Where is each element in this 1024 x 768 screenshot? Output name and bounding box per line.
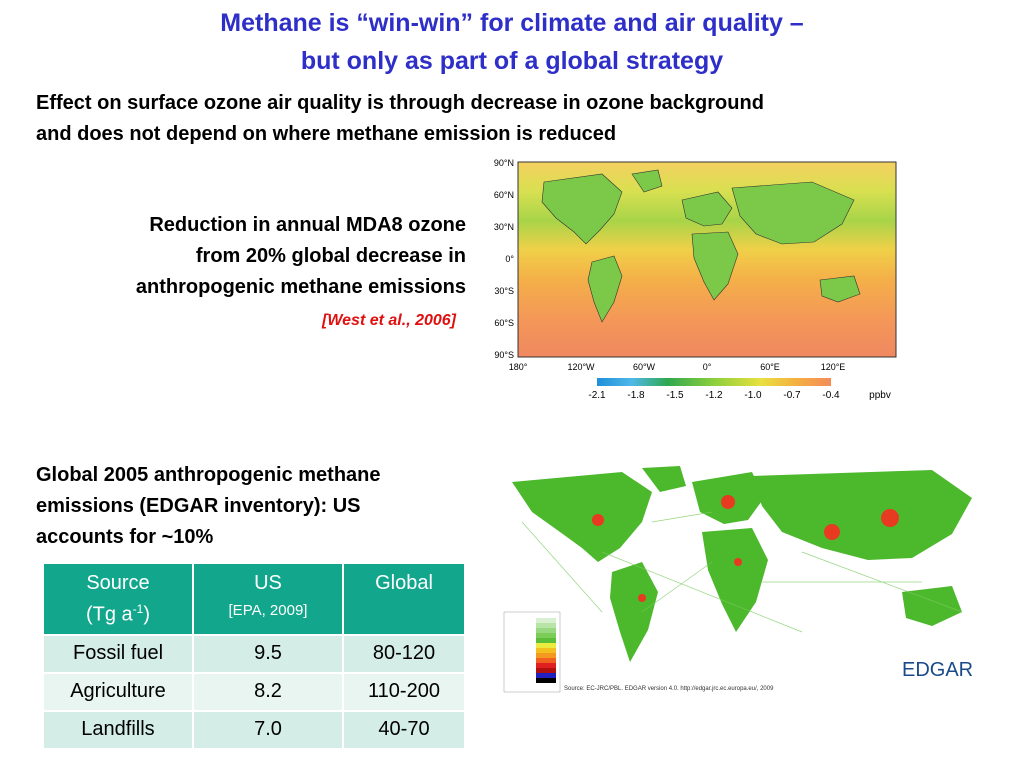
lat-label: 0° xyxy=(505,254,514,264)
lon-label: 120°E xyxy=(821,362,846,372)
lat-label: 90°S xyxy=(494,350,514,360)
lon-label: 0° xyxy=(703,362,712,372)
emissions-line-1: Global 2005 anthropogenic methane xyxy=(36,464,381,486)
header-source: Source (Tg a-1) xyxy=(42,562,194,636)
edgar-continents xyxy=(512,466,972,662)
edgar-shipping-lanes xyxy=(521,511,963,633)
slide-title: Methane is “win-win” for climate and air… xyxy=(0,4,1024,80)
subtitle-line-1: Effect on surface ozone air quality is t… xyxy=(36,92,764,114)
cell-source: Fossil fuel xyxy=(42,633,194,674)
lon-label: 60°E xyxy=(760,362,780,372)
table-row: Landfills 7.0 40-70 xyxy=(42,709,466,750)
cell-us: 8.2 xyxy=(192,671,344,712)
colorbar-tick: -0.7 xyxy=(783,390,801,401)
colorbar-tick: -1.5 xyxy=(666,390,684,401)
title-line-2: but only as part of a global strategy xyxy=(300,47,724,75)
emissions-line-2: emissions (EDGAR inventory): US xyxy=(36,495,361,517)
lat-label: 60°N xyxy=(494,190,514,200)
table-row: Fossil fuel 9.5 80-120 xyxy=(42,633,466,674)
lat-label: 90°N xyxy=(494,158,514,168)
header-us: US [EPA, 2009] xyxy=(192,562,344,636)
edgar-logo: EDGAR xyxy=(902,659,973,681)
cell-us: 7.0 xyxy=(192,709,344,750)
edgar-emissions-map: Source: EC-JRC/PBL. EDGAR version 4.0. h… xyxy=(502,462,1002,694)
caption-line-3: anthropogenic methane emissions xyxy=(135,276,466,298)
table-header-row: Source (Tg a-1) US [EPA, 2009] Global xyxy=(42,562,466,636)
colorbar-tick: -2.1 xyxy=(588,390,606,401)
ozone-map-continents xyxy=(541,169,861,323)
colorbar-tick: -1.2 xyxy=(705,390,723,401)
table-row: Agriculture 8.2 110-200 xyxy=(42,671,466,712)
edgar-source-note: Source: EC-JRC/PBL. EDGAR version 4.0. h… xyxy=(564,686,774,692)
lat-label: 60°S xyxy=(494,318,514,328)
ozone-reduction-map: 90°N 60°N 30°N 0° 30°S 60°S 90°S 180° 12… xyxy=(482,152,902,407)
emissions-table: Source (Tg a-1) US [EPA, 2009] Global Fo… xyxy=(42,562,466,750)
ozone-caption: Reduction in annual MDA8 ozone from 20% … xyxy=(20,210,466,303)
colorbar-unit: ppbv xyxy=(869,390,891,401)
lon-label: 180° xyxy=(509,362,528,372)
citation: [West et al., 2006] xyxy=(322,312,456,329)
cell-global: 80-120 xyxy=(342,633,466,674)
cell-us: 9.5 xyxy=(192,633,344,674)
emissions-description: Global 2005 anthropogenic methane emissi… xyxy=(36,460,486,553)
colorbar xyxy=(597,378,831,386)
header-global: Global xyxy=(342,562,466,636)
emissions-line-3: accounts for ~10% xyxy=(36,526,214,548)
caption-line-2: from 20% global decrease in xyxy=(195,245,466,267)
lat-label: 30°S xyxy=(494,286,514,296)
cell-global: 110-200 xyxy=(342,671,466,712)
lon-label: 60°W xyxy=(633,362,656,372)
caption-line-1: Reduction in annual MDA8 ozone xyxy=(149,214,466,236)
title-line-1: Methane is “win-win” for climate and air… xyxy=(220,9,804,37)
colorbar-tick: -1.0 xyxy=(744,390,762,401)
lon-label: 120°W xyxy=(567,362,595,372)
edgar-hotspots xyxy=(592,495,899,602)
colorbar-tick: -1.8 xyxy=(627,390,645,401)
lat-label: 30°N xyxy=(494,222,514,232)
cell-source: Landfills xyxy=(42,709,194,750)
cell-global: 40-70 xyxy=(342,709,466,750)
cell-source: Agriculture xyxy=(42,671,194,712)
ozone-map-svg: 90°N 60°N 30°N 0° 30°S 60°S 90°S 180° 12… xyxy=(494,158,897,401)
edgar-map-svg: Source: EC-JRC/PBL. EDGAR version 4.0. h… xyxy=(503,466,973,693)
edgar-legend xyxy=(503,611,561,693)
slide-subtitle: Effect on surface ozone air quality is t… xyxy=(36,88,996,150)
colorbar-tick: -0.4 xyxy=(822,390,840,401)
subtitle-line-2: and does not depend on where methane emi… xyxy=(36,123,617,145)
